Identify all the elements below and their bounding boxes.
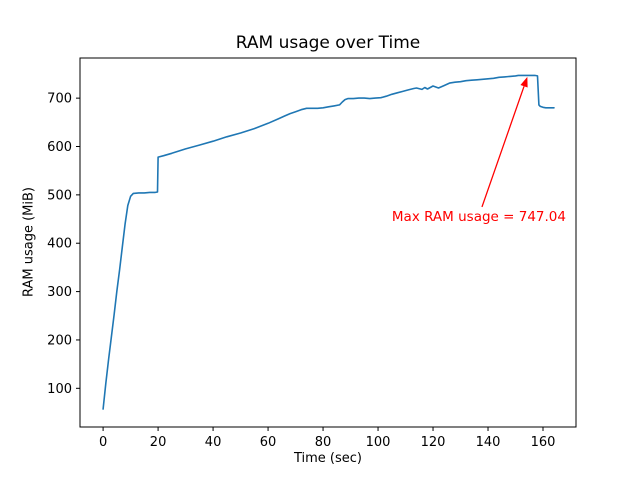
- y-axis-label: RAM usage (MiB): [21, 187, 37, 297]
- chart-title: RAM usage over Time: [235, 33, 421, 53]
- annotation-arrow-shaft: [481, 86, 525, 208]
- y-tick-label: 600: [47, 140, 72, 155]
- x-tick-label: 60: [260, 435, 277, 450]
- x-axis-label: Time (sec): [293, 451, 362, 466]
- y-tick-label: 500: [47, 188, 72, 203]
- x-tick-label: 0: [99, 435, 107, 450]
- y-tick-label: 400: [47, 237, 72, 252]
- x-tick-label: 120: [421, 435, 446, 450]
- x-tick-label: 20: [150, 435, 167, 450]
- y-tick-label: 300: [47, 285, 72, 300]
- axes-spines: [79, 57, 577, 428]
- y-tick-label: 700: [47, 92, 72, 107]
- y-tick-label: 200: [47, 333, 72, 348]
- x-tick-label: 40: [205, 435, 222, 450]
- annotation-arrow-head: [520, 76, 528, 88]
- x-tick-label: 80: [315, 435, 332, 450]
- max-ram-annotation: Max RAM usage = 747.04: [391, 208, 566, 225]
- y-tick-label: 100: [47, 382, 72, 397]
- ram-usage-line: [102, 74, 555, 410]
- x-tick-label: 100: [366, 435, 391, 450]
- x-tick-label: 140: [476, 435, 501, 450]
- x-tick-label: 160: [531, 435, 556, 450]
